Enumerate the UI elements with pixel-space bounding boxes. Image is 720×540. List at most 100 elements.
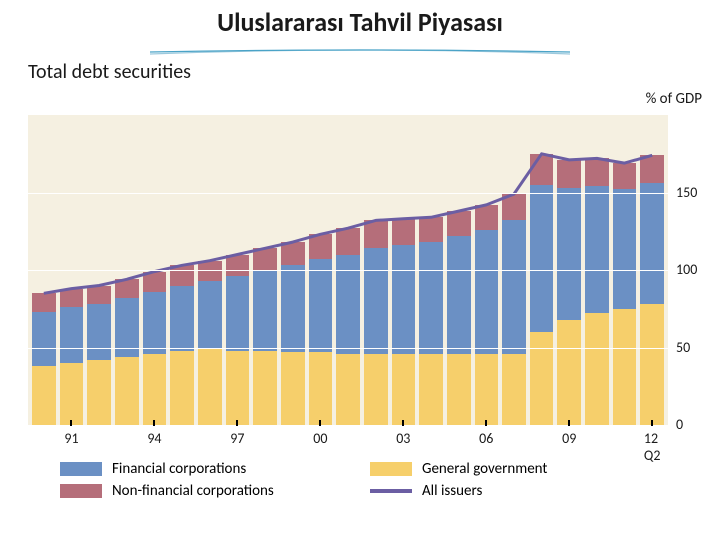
bar-segment — [309, 352, 333, 425]
legend-label: All issuers — [422, 482, 482, 500]
bar-segment — [447, 211, 471, 236]
x-tick-mark — [485, 420, 487, 426]
chart-plot-area — [28, 115, 668, 425]
bar-segment — [557, 320, 581, 425]
legend-item: General government — [370, 460, 680, 478]
x-tick-mark — [568, 420, 570, 426]
legend-swatch — [370, 462, 412, 476]
bar-segment — [447, 236, 471, 354]
bar-segment — [364, 220, 388, 248]
x-tick-mark — [153, 420, 155, 426]
bar-segment — [226, 351, 250, 425]
bar-segment — [475, 230, 499, 354]
bar — [226, 255, 250, 425]
bar — [87, 286, 111, 425]
bar — [613, 163, 637, 425]
bar-segment — [32, 366, 56, 425]
bar — [557, 160, 581, 425]
bar-segment — [226, 276, 250, 350]
bar-segment — [640, 155, 664, 183]
chart-subtitle: Total debt securities — [28, 60, 191, 84]
x-tick-label: 09 — [562, 430, 576, 447]
legend-item: Non-financial corporations — [60, 482, 370, 500]
bar-segment — [336, 354, 360, 425]
bar-segment — [309, 259, 333, 352]
y-tick-label: 50 — [676, 339, 690, 356]
gridline — [28, 425, 668, 426]
x-tick-label: 03 — [396, 430, 410, 447]
bar-segment — [419, 354, 443, 425]
bar — [640, 155, 664, 425]
legend-item: All issuers — [370, 482, 680, 500]
x-tick-label: 12 Q2 — [644, 430, 661, 464]
bar — [364, 220, 388, 425]
bar-segment — [281, 265, 305, 352]
bar-segment — [640, 304, 664, 425]
bar-segment — [585, 158, 609, 186]
bar-segment — [170, 265, 194, 285]
legend-item: Financial corporations — [60, 460, 370, 478]
bar-segment — [336, 228, 360, 254]
legend-label: General government — [422, 460, 547, 478]
bar-segment — [170, 351, 194, 425]
title-underline — [150, 42, 570, 50]
bar — [419, 217, 443, 425]
y-tick-label: 0 — [676, 416, 683, 433]
bar — [447, 211, 471, 425]
gridline — [28, 193, 668, 194]
bar-segment — [392, 219, 416, 245]
bar-segment — [115, 279, 139, 298]
x-tick-label: 97 — [230, 430, 244, 447]
bar-segment — [364, 354, 388, 425]
bar-segment — [392, 245, 416, 354]
slide-title: Uluslararası Tahvil Piyasası — [217, 6, 503, 38]
slide-title-wrap: Uluslararası Tahvil Piyasası — [0, 0, 720, 60]
bar-segment — [419, 217, 443, 242]
bar-segment — [253, 270, 277, 351]
bar-segment — [530, 154, 554, 185]
bar-segment — [530, 185, 554, 332]
bar-segment — [32, 293, 56, 312]
bar-segment — [143, 354, 167, 425]
bar-segment — [32, 312, 56, 366]
gridline — [28, 270, 668, 271]
bar-segment — [226, 255, 250, 277]
bar — [32, 293, 56, 425]
bar-segment — [115, 357, 139, 425]
bar-segment — [309, 234, 333, 259]
bar — [309, 234, 333, 425]
bar-segment — [613, 189, 637, 308]
bar-segment — [364, 248, 388, 353]
bar-segment — [502, 220, 526, 353]
bar — [60, 289, 84, 425]
bar — [198, 261, 222, 425]
bar-segment — [281, 242, 305, 265]
legend-swatch-line — [370, 489, 412, 493]
bar-segment — [502, 354, 526, 425]
bar — [115, 279, 139, 425]
legend: Financial corporations General government… — [60, 460, 680, 500]
x-tick-mark — [402, 420, 404, 426]
legend-label: Non-financial corporations — [112, 482, 274, 500]
bar-segment — [613, 309, 637, 425]
bar — [475, 205, 499, 425]
bar — [502, 194, 526, 425]
bar-segment — [253, 351, 277, 425]
bar-segment — [419, 242, 443, 354]
bar-segment — [557, 160, 581, 188]
legend-label: Financial corporations — [112, 460, 246, 478]
bar-segment — [143, 292, 167, 354]
x-tick-mark — [319, 420, 321, 426]
x-axis: 9194970003060912 Q2 — [28, 430, 668, 450]
legend-swatch — [60, 462, 102, 476]
bar-segment — [60, 363, 84, 425]
bar-segment — [585, 186, 609, 313]
bar-segment — [198, 281, 222, 349]
bar-segment — [143, 272, 167, 292]
bar-segment — [87, 286, 111, 305]
bar-segment — [87, 304, 111, 360]
gridline — [28, 348, 668, 349]
bar-segment — [198, 349, 222, 425]
bar-segment — [447, 354, 471, 425]
y-axis-label: % of GDP — [646, 90, 702, 108]
